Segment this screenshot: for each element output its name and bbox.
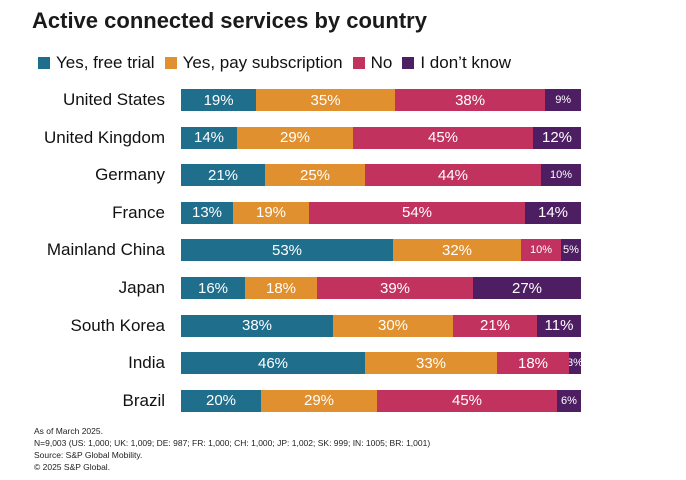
bar-segment: 10%	[541, 164, 581, 187]
bar-segment: 53%	[181, 239, 393, 262]
bar-segment: 6%	[557, 389, 581, 412]
legend-item-0: Yes, free trial	[38, 53, 155, 73]
category-label: United Kingdom	[44, 127, 165, 147]
bar-segment: 54%	[309, 201, 525, 224]
legend-swatch	[352, 57, 365, 69]
bar-segment: 18%	[497, 352, 569, 375]
bar-segment: 27%	[473, 277, 581, 299]
chart-legend: Yes, free trial Yes, pay subscription No I …	[38, 52, 521, 74]
legend-item-3: I don’t know	[402, 53, 511, 73]
footnote-date: As of March 2025.	[34, 426, 103, 436]
bar-segment: 3%	[569, 352, 581, 375]
legend-item-1: Yes, pay subscription	[164, 53, 343, 73]
bar-segment: 12%	[533, 126, 581, 149]
bar-segment: 19%	[233, 201, 309, 224]
bar-row: 38% 30% 21% 11%	[181, 314, 581, 337]
category-label: United States	[62, 90, 165, 109]
category-label: France	[112, 202, 165, 222]
footnote-sample: N=9,003 (US: 1,000; UK: 1,009; DE: 987; …	[34, 438, 431, 448]
bar-segment: 21%	[453, 314, 537, 337]
bar-row: 53% 32% 10% 5%	[181, 239, 581, 262]
legend-swatch	[164, 57, 177, 69]
bar-segment: 32%	[393, 239, 521, 262]
bar-segment: 14%	[181, 126, 237, 149]
legend-item-2: No	[352, 53, 393, 73]
legend-label: No	[370, 53, 393, 72]
bar-segment: 29%	[237, 126, 353, 149]
bar-segment: 11%	[537, 314, 581, 337]
bar-segment: 20%	[181, 389, 261, 412]
bar-segment: 9%	[545, 89, 581, 111]
category-label: Japan	[118, 278, 165, 297]
chart-title: Active connected services by country	[32, 8, 427, 33]
legend-label: I don’t know	[420, 53, 512, 72]
bar-row: 19% 35% 38% 9%	[181, 89, 581, 111]
category-label: Brazil	[122, 390, 165, 410]
bar-segment: 18%	[245, 277, 317, 299]
bar-row: 46%33%18%3%	[181, 352, 581, 375]
bar-segment: 30%	[333, 314, 453, 337]
bar-segment: 10%	[521, 239, 561, 262]
bar-segment: 45%	[377, 389, 557, 412]
bar-segment: 35%	[256, 89, 395, 111]
footnotes: As of March 2025. N=9,003 (US: 1,000; UK…	[34, 425, 430, 473]
bar-segment: 21%	[181, 164, 265, 187]
bar-segment: 19%	[181, 89, 257, 111]
bar-segment: 38%	[181, 314, 333, 337]
legend-label: Yes, pay subscription	[182, 53, 343, 72]
bar-row: 21% 25% 44% 10%	[181, 164, 581, 187]
bar-segment: 16%	[181, 277, 245, 299]
bar-segment: 13%	[181, 201, 233, 224]
bar-segment: 25%	[265, 164, 365, 187]
category-label: Germany	[95, 165, 165, 185]
bar-segment: 38%	[394, 89, 546, 111]
bar-row: 16% 18% 39% 27%	[181, 277, 581, 299]
bar-row: 20% 29% 45% 6%	[181, 389, 581, 412]
bar-segment: 44%	[365, 164, 541, 187]
bar-segment: 46%	[181, 352, 365, 375]
legend-label: Yes, free trial	[56, 53, 155, 72]
category-label: South Korea	[70, 315, 165, 335]
footnote-source: Source: S&P Global Mobility.	[34, 450, 143, 460]
bar-segment: 33%	[365, 352, 497, 375]
footnote-copyright: © 2025 S&P Global.	[34, 462, 111, 472]
bar-segment: 45%	[353, 126, 533, 149]
bar-segment: 39%	[317, 277, 473, 299]
category-label: Mainland China	[46, 240, 165, 260]
bar-row: 13% 19% 54% 14%	[181, 201, 581, 224]
category-label: India	[128, 353, 165, 373]
bar-segment: 29%	[261, 389, 377, 412]
bar-segment: 5%	[561, 239, 581, 262]
legend-swatch	[38, 57, 50, 69]
bar-row: 14% 29% 45% 12%	[181, 126, 581, 149]
legend-swatch	[402, 57, 415, 69]
bar-segment: 14%	[525, 201, 581, 224]
